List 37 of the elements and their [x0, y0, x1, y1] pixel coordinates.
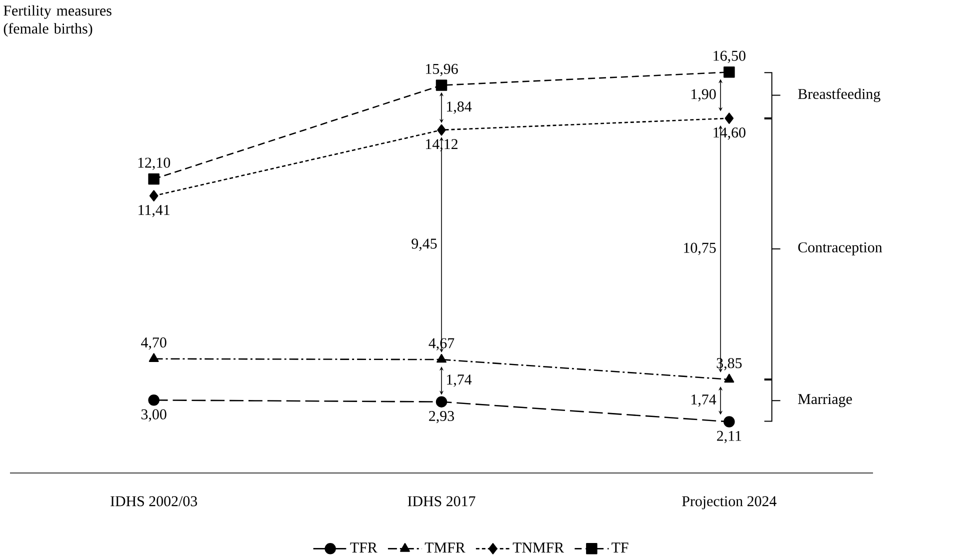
annotation: 1,74: [692, 394, 716, 407]
point: [436, 354, 446, 363]
point: [436, 80, 448, 91]
data-label: 3,00: [141, 409, 166, 422]
data-label: 16,50: [714, 50, 746, 63]
data-label: 4,70: [141, 337, 166, 350]
point: [724, 416, 735, 428]
data-label: 15,96: [426, 64, 458, 76]
point: [724, 66, 735, 78]
data-label: 11,41: [138, 204, 170, 218]
annotation: 1,74: [447, 374, 472, 387]
legend-label: TF: [612, 542, 628, 552]
y-axis-title: Fertility measures (female births): [4, 5, 112, 37]
annotation: Contraception: [798, 242, 882, 256]
legend-label: TMFR: [424, 542, 466, 552]
point: [149, 190, 158, 202]
data-label: 12,10: [138, 158, 170, 170]
legend-label: TFR: [350, 542, 378, 552]
point: [148, 173, 160, 185]
data-label: 2,93: [429, 410, 454, 424]
point: [148, 353, 159, 362]
annotation: 1,90: [692, 89, 716, 102]
data-label: 2,11: [717, 430, 742, 444]
annotation: Breastfeeding: [798, 88, 880, 102]
x-tick-label: IDHS 2017: [408, 496, 476, 506]
annotation: 1,84: [447, 102, 472, 114]
annotation: Marriage: [798, 394, 852, 408]
point: [724, 112, 734, 124]
point: [437, 124, 446, 136]
legend-label: TNMFR: [512, 542, 564, 552]
annotation: 10,75: [684, 242, 716, 256]
x-tick-label: Projection 2024: [682, 496, 776, 510]
point: [436, 396, 448, 408]
x-tick-label: IDHS 2002/03: [110, 496, 198, 506]
annotation: 9,45: [412, 238, 437, 251]
point: [148, 394, 160, 406]
point: [724, 374, 734, 383]
